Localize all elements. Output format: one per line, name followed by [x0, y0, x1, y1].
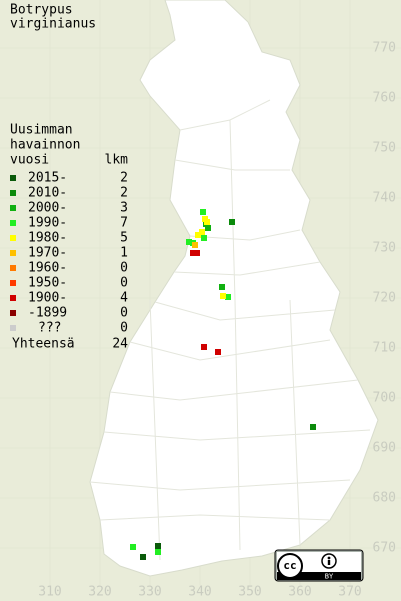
legend-count: 7 [120, 216, 128, 231]
x-label: 330 [138, 585, 161, 600]
legend-count: 0 [120, 261, 128, 276]
y-label: 770 [373, 41, 396, 56]
legend-swatch [10, 250, 16, 256]
legend-label: 1950- [28, 276, 67, 291]
occurrence [155, 543, 161, 549]
legend-label: ??? [38, 321, 61, 336]
x-label: 340 [188, 585, 211, 600]
count-heading: lkm [105, 153, 129, 168]
legend-count: 3 [120, 201, 128, 216]
legend-label: 2000- [28, 201, 67, 216]
occurrence [225, 294, 231, 300]
x-label: 350 [238, 585, 261, 600]
legend-label: 1900- [28, 291, 67, 306]
occurrence [199, 229, 205, 235]
occurrence [186, 239, 192, 245]
legend-label: 1960- [28, 261, 67, 276]
occurrence [200, 209, 206, 215]
legend-heading: havainnon [10, 138, 80, 153]
legend-label: 1980- [28, 231, 67, 246]
legend-count: 0 [120, 321, 128, 336]
by-text: BY [325, 573, 334, 581]
x-label: 370 [338, 585, 361, 600]
occurrence [195, 232, 201, 238]
legend-swatch [10, 190, 16, 196]
total-label: Yhteensä [12, 337, 75, 352]
occurrence [205, 225, 211, 231]
legend-count: 4 [120, 291, 128, 306]
legend-swatch [10, 280, 16, 286]
legend-count: 0 [120, 276, 128, 291]
occurrence [155, 549, 161, 555]
cc-badge: cc BY [274, 549, 364, 582]
occurrence [201, 235, 207, 241]
legend-label: 1970- [28, 246, 67, 261]
occurrence [215, 349, 221, 355]
legend-count: 2 [120, 171, 128, 186]
occurrence [220, 293, 226, 299]
cc-text: cc [283, 559, 296, 572]
occurrence [229, 219, 235, 225]
x-label: 360 [288, 585, 311, 600]
legend-count: 5 [120, 231, 128, 246]
occurrence [190, 250, 196, 256]
occurrence [130, 544, 136, 550]
legend-swatch [10, 265, 16, 271]
y-label: 760 [373, 91, 396, 106]
y-label: 690 [373, 441, 396, 456]
occurrence [219, 284, 225, 290]
y-label: 720 [373, 291, 396, 306]
occurrence [194, 250, 200, 256]
y-label: 670 [373, 541, 396, 556]
legend-swatch [10, 235, 16, 241]
legend-count: 2 [120, 186, 128, 201]
y-label: 710 [373, 341, 396, 356]
y-label: 680 [373, 491, 396, 506]
x-label: 320 [88, 585, 111, 600]
legend-swatch [10, 295, 16, 301]
legend-count: 0 [120, 306, 128, 321]
legend-swatch [10, 310, 16, 316]
finland-outline [89, 0, 379, 577]
legend-label: 1990- [28, 216, 67, 231]
borders [89, 99, 371, 561]
x-label: 310 [38, 585, 61, 600]
occurrence [310, 424, 316, 430]
y-label: 730 [373, 241, 396, 256]
y-label: 750 [373, 141, 396, 156]
total: 24 [112, 337, 128, 352]
legend-swatch [10, 220, 16, 226]
occurrence [192, 242, 198, 248]
legend-label: 2010- [28, 186, 67, 201]
legend-heading: Uusimman [10, 123, 73, 138]
occurrence [140, 554, 146, 560]
legend-label: -1899 [28, 306, 67, 321]
y-label: 700 [373, 391, 396, 406]
title: virginianus [10, 17, 96, 32]
legend-swatch [10, 175, 16, 181]
legend-label: 2015- [28, 171, 67, 186]
y-label: 740 [373, 191, 396, 206]
legend-count: 1 [120, 246, 128, 261]
title: Botrypus [10, 3, 73, 18]
legend-heading: vuosi [10, 153, 49, 168]
legend-swatch [10, 325, 16, 331]
occurrence [201, 344, 207, 350]
occurrence [202, 216, 208, 222]
legend-swatch [10, 205, 16, 211]
